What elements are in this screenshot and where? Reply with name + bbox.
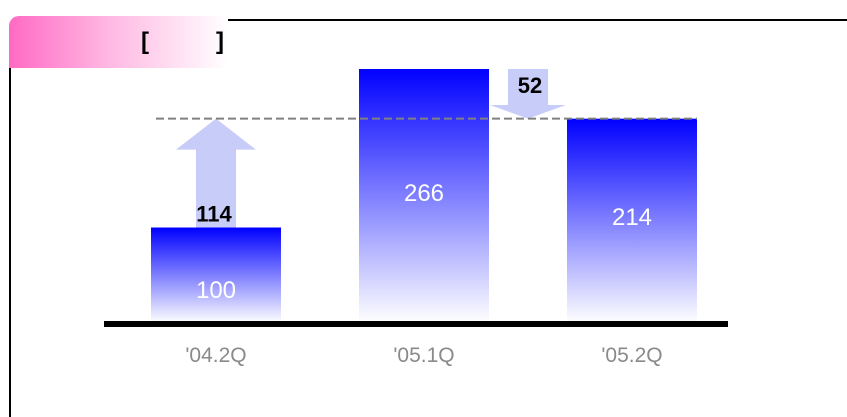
x-tick-label-2: '05.2Q bbox=[601, 344, 662, 367]
increase-label: 114 bbox=[196, 202, 232, 227]
bar-0 bbox=[151, 227, 281, 323]
frame-top-border bbox=[228, 19, 847, 21]
decrease-label: 52 bbox=[518, 73, 542, 98]
bar-value-label-2: 214 bbox=[612, 204, 652, 231]
decrease-arrow bbox=[490, 69, 566, 119]
title-bracket-open: [ bbox=[141, 28, 149, 55]
x-tick-label-1: '05.1Q bbox=[393, 344, 454, 367]
bar-1 bbox=[359, 69, 489, 323]
title-tab: [ ] bbox=[9, 16, 228, 68]
bar-value-label-0: 100 bbox=[196, 277, 236, 304]
increase-arrow bbox=[176, 118, 256, 228]
title-bracket-close: ] bbox=[216, 28, 224, 55]
x-axis-baseline bbox=[104, 321, 728, 327]
x-tick-label-0: '04.2Q bbox=[185, 344, 246, 367]
frame-left-border bbox=[9, 64, 11, 417]
bar-value-label-1: 266 bbox=[404, 180, 444, 207]
bar-2 bbox=[567, 118, 697, 323]
